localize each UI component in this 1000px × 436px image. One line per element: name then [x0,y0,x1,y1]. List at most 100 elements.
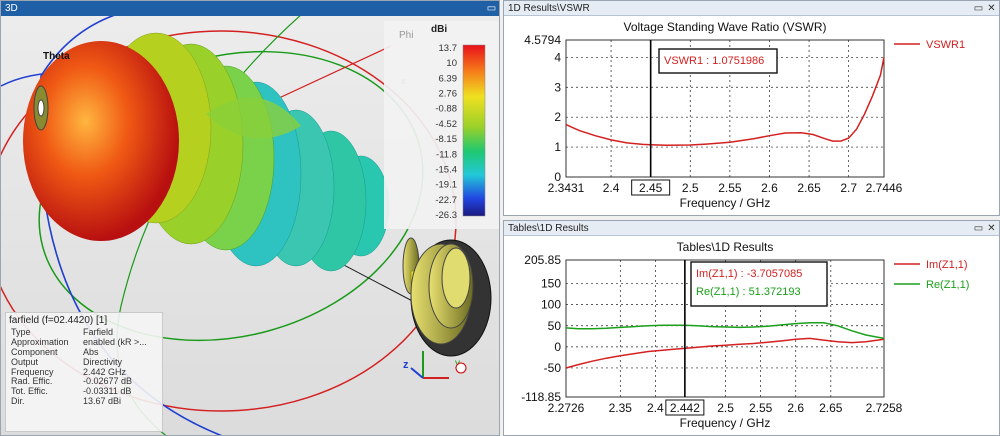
y-tick-label: 50 [548,319,562,333]
farfield-info-row: Type Farfield [6,327,162,338]
farfield-info-box: farfield (f=02.4420) [1] Type Farfield App… [5,312,163,432]
farfield-info-value: Abs [83,346,99,357]
marker-annotation-text: VSWR1 : 1.0751986 [664,55,764,67]
y-tick-label: 150 [541,277,561,291]
farfield-info-row: Tot. Effic. -0.03311 dB [6,386,162,397]
colorbar-tick-label: -19.1 [435,180,457,191]
marker-annotation-text: Im(Z1,1) : -3.7057085 [696,268,802,280]
theta-label: Theta [43,51,70,62]
farfield-scene: Theta x z y Phi dBi 13.7106.392.76-0.88-… [1,4,499,435]
chart-title: Voltage Standing Wave Ratio (VSWR) [624,20,827,34]
colorbar-tick-label: -4.52 [435,119,457,130]
farfield-info-row: Dir. 13.67 dBi [6,396,162,407]
farfield-info-title: farfield (f=02.4420) [1] [9,315,108,326]
x-tick-label: 2.2726 [548,401,585,415]
vswr-chart[interactable]: Voltage Standing Wave Ratio (VSWR) 2.3431… [504,16,1000,216]
colorbar-tick-label: 13.7 [439,43,458,54]
close-icon[interactable]: ✕ [987,3,996,14]
y-tick-label: 100 [541,298,561,312]
restore-icon[interactable]: ▭ [973,223,984,234]
farfield-info-value: -0.03311 dB [83,386,132,397]
farfield-info-value: Farfield [83,327,114,337]
marker-x-box[interactable] [631,179,671,196]
window-vswr-titlebar[interactable]: 1D Results\VSWR ▭ ✕ [504,1,999,16]
colorbar-tick-label: -0.88 [435,104,457,115]
farfield-info-value: enabled (kR >... [83,336,147,347]
y-tick-label: 4 [554,50,561,64]
series-line[interactable] [565,57,885,147]
legend-label[interactable]: Re(Z1,1) [926,279,969,291]
series-line[interactable] [565,322,885,340]
farfield-info-value: 2.442 GHz [83,366,127,377]
farfield-info-value: -0.02677 dB [83,376,133,387]
marker-annotation-box [690,261,828,307]
x-tick-label: 2.6 [787,401,804,415]
x-tick-label: 2.65 [819,401,843,415]
x-axis-label: Frequency / GHz [680,196,771,210]
colorbar-tick-label: -8.15 [435,134,457,145]
colorbar-gradient [462,44,486,217]
orientation-gizmo: z y [403,351,467,379]
farfield-info-key: Type [11,327,31,337]
radiation-pattern [23,32,390,272]
farfield-info-key: Approximation [11,336,69,347]
colorbar-tick-label: -26.3 [435,210,457,221]
farfield-info-value: 13.67 dBi [83,396,122,407]
x-tick-label: 2.45 [639,181,663,195]
window-3d-titlebar[interactable]: 3D ▭ [1,1,499,16]
legend-label[interactable]: VSWR1 [926,39,965,51]
farfield-info-key: Component [11,346,58,357]
x-tick-label: 2.7446 [866,181,903,195]
y-tick-label: 3 [554,80,561,94]
farfield-info-value: Directivity [83,356,123,367]
x-axis-label: Frequency / GHz [680,416,771,430]
farfield-info-row: Rad. Effic. -0.02677 dB [6,377,162,387]
x-tick-label: 2.6 [761,181,778,195]
impedance-chart[interactable]: Tables\1D Results 2.2726 2.35 2.4 2.442 2.5 2.… [504,236,1000,436]
colorbar-tick-label: 6.39 [439,73,458,84]
farfield-info-key: Dir. [11,396,25,407]
restore-icon[interactable]: ▭ [973,3,984,14]
x-tick-label: 2.35 [609,401,633,415]
farfield-info-row: Component Abs [6,346,162,358]
marker-annotation-box [658,48,778,74]
farfield-info-key: Output [11,356,39,367]
legend-label[interactable]: Im(Z1,1) [926,259,968,271]
colorbar-ticks: 13.7 10 6.39 2.76 -0.88 -4.52 -8.15 -11.8 -15.4 -… [435,43,457,221]
colorbar-tick-label: -22.7 [435,195,457,206]
farfield-3d-view[interactable]: Theta x z y Phi dBi 13.7106.392.76-0.88-… [1,4,499,435]
colorbar-panel: Phi dBi 13.7 10 6.39 2.76 -0.88 -4.52 -8.15 -11… [384,21,499,229]
y-tick-label: 4.5794 [524,33,561,47]
y-tick-label: 1 [554,140,561,154]
window-impedance-titlebar[interactable]: Tables\1D Results ▭ ✕ [504,221,999,236]
x-tick-label: 2.4 [647,401,664,415]
colorbar-unit: dBi [431,24,447,35]
colorbar-tick-label: -11.8 [436,149,457,160]
close-icon[interactable]: ✕ [987,223,996,234]
main-lobe [23,41,179,241]
window-3d-title: 3D [5,3,18,14]
colorbar-tick-label: -15.4 [435,164,457,175]
y-tick-label: -50 [544,361,562,375]
marker-x-box[interactable] [665,399,705,416]
colorbar-tick-label: 10 [446,58,457,69]
colorbar-tick-label: 2.76 [439,89,458,100]
farfield-info-row: Output Directivity [6,356,162,368]
x-tick-label: 2.5 [682,181,699,195]
y-tick-label: 205.85 [524,253,561,267]
svg-text:z: z [403,359,409,371]
y-tick-label: 0 [554,340,561,354]
y-tick-label: -118.85 [521,390,561,404]
x-tick-label: 2.5 [717,401,734,415]
svg-text:y: y [455,358,460,369]
series-line[interactable] [565,337,885,369]
window-vswr-title: 1D Results\VSWR [508,3,590,14]
restore-icon[interactable]: ▭ [486,3,497,14]
phi-label: Phi [399,30,413,41]
farfield-info-key: Frequency [11,366,54,377]
window-vswr: 1D Results\VSWR ▭ ✕ Voltage Standing Wav… [503,0,1000,216]
x-tick-label: 2.65 [797,181,821,195]
farfield-info-row: Frequency 2.442 GHz [6,366,162,378]
chart-title: Tables\1D Results [677,240,774,254]
window-impedance-title: Tables\1D Results [508,223,589,234]
